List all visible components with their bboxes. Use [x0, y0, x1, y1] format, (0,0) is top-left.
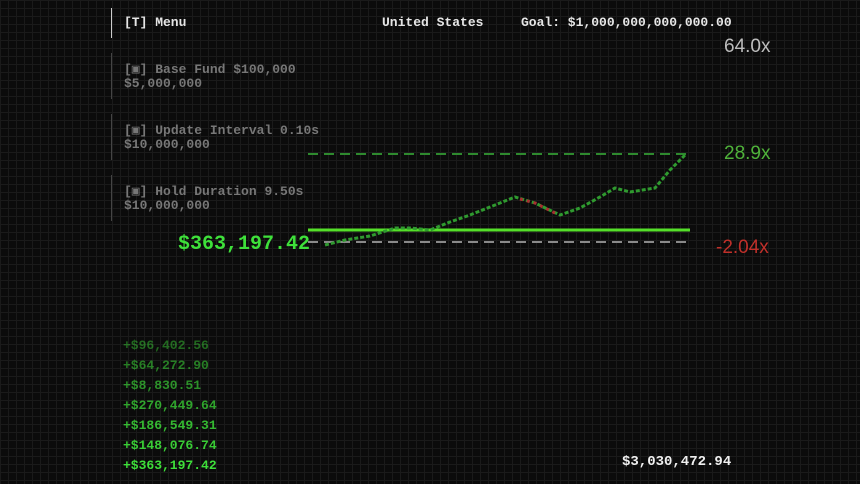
history-entry: +$96,402.56: [123, 338, 209, 353]
upgrade-cost: $10,000,000: [124, 198, 210, 213]
max-multiplier: 64.0x: [724, 36, 771, 57]
price-trace-down: [519, 197, 556, 215]
country: United States: [382, 15, 484, 30]
history-entry: +$186,549.31: [123, 418, 217, 433]
history-entry: +$8,830.51: [123, 378, 202, 393]
upgrade-label: [▣] Update Interval 0.10s: [124, 123, 320, 138]
upgrade-cost: $5,000,000: [124, 76, 203, 91]
upgrade-cost: $10,000,000: [124, 137, 210, 152]
upgrade-label: [▣] Hold Duration 9.50s: [124, 184, 304, 199]
upgrade[interactable]: [▣] Hold Duration 9.50s $10,000,000: [111, 175, 352, 221]
history-entry: +$363,197.42: [123, 458, 217, 473]
stop-loss-multiplier: -2.04x: [716, 237, 769, 258]
upgrade-label: [▣] Base Fund $100,000: [124, 62, 296, 77]
history-entry: +$64,272.90: [123, 358, 209, 373]
current-value: $363,197.42: [178, 233, 311, 256]
upgrade[interactable]: [▣] Update Interval 0.10s $10,000,000: [111, 114, 352, 160]
take-profit-multiplier: 28.9x: [724, 143, 771, 164]
menu-button[interactable]: [T] Menu: [124, 15, 187, 30]
total: $3,030,472.94: [622, 454, 732, 470]
price-trace: [324, 153, 687, 247]
goal: Goal: $1,000,000,000,000.00: [521, 15, 732, 30]
upgrade[interactable]: [▣] Base Fund $100,000 $5,000,000: [111, 53, 352, 99]
history-entry: +$148,076.74: [123, 438, 217, 453]
history-entry: +$270,449.64: [123, 398, 217, 413]
menu-divider: [111, 8, 112, 38]
